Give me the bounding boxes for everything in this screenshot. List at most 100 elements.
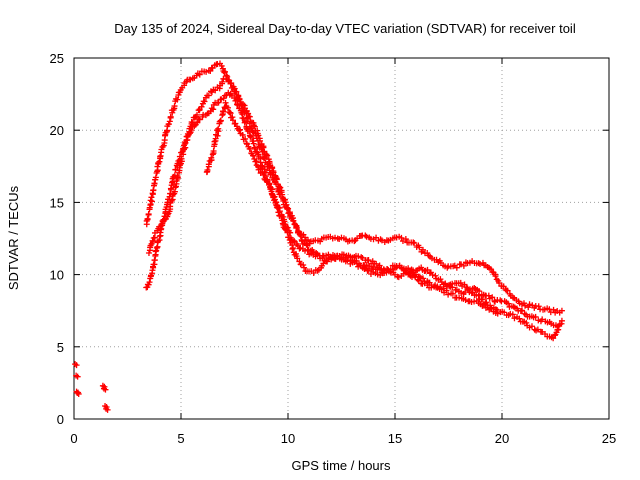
data-point	[148, 194, 155, 201]
y-tick-label: 10	[50, 268, 64, 283]
data-point	[497, 297, 504, 304]
data-point	[354, 260, 361, 267]
data-point	[153, 244, 160, 251]
data-point	[290, 244, 297, 251]
data-point	[351, 238, 358, 245]
data-point	[240, 115, 247, 122]
data-point	[216, 118, 223, 125]
data-point	[487, 305, 494, 312]
data-point	[257, 159, 264, 166]
data-point	[152, 174, 159, 181]
data-point	[539, 316, 546, 323]
data-point	[263, 151, 270, 158]
data-point	[414, 276, 421, 283]
data-point	[102, 386, 109, 393]
data-point	[260, 148, 267, 155]
data-point	[172, 184, 179, 191]
data-point	[273, 181, 280, 188]
data-point	[196, 116, 203, 123]
data-point	[446, 282, 453, 289]
data-point	[175, 157, 182, 164]
data-point	[528, 323, 535, 330]
data-point	[208, 154, 215, 161]
data-point	[250, 140, 257, 147]
data-point	[416, 244, 423, 251]
data-point	[188, 127, 195, 134]
data-point	[477, 261, 484, 268]
data-point	[365, 267, 372, 274]
data-point	[277, 184, 284, 191]
data-point	[485, 292, 492, 299]
data-point	[147, 197, 154, 204]
y-tick-label: 15	[50, 195, 64, 210]
data-point	[172, 166, 179, 173]
x-tick-label: 10	[281, 431, 295, 446]
x-tick-label: 15	[388, 431, 402, 446]
data-point	[212, 87, 219, 94]
data-point	[463, 284, 470, 291]
data-point	[471, 284, 478, 291]
data-point	[373, 260, 380, 267]
data-point	[304, 242, 311, 249]
data-point	[494, 310, 501, 317]
data-point	[535, 303, 542, 310]
data-series	[72, 60, 565, 413]
data-point	[479, 296, 486, 303]
data-point	[487, 266, 494, 273]
data-point	[248, 125, 255, 132]
data-point	[532, 313, 539, 320]
data-point	[196, 71, 203, 78]
data-point	[156, 158, 163, 165]
axis-ticks	[73, 57, 610, 420]
data-point	[228, 80, 235, 87]
data-point	[146, 279, 153, 286]
data-point	[151, 180, 158, 187]
data-point	[144, 215, 151, 222]
data-point	[504, 287, 511, 294]
data-point	[314, 267, 321, 274]
data-point	[462, 297, 469, 304]
y-tick-label: 20	[50, 123, 64, 138]
data-point	[204, 167, 211, 174]
data-point	[505, 300, 512, 307]
data-point	[172, 95, 179, 102]
data-point	[387, 266, 394, 273]
data-point	[289, 245, 296, 252]
data-point	[161, 213, 168, 220]
data-point	[168, 197, 175, 204]
data-point	[194, 119, 201, 126]
x-axis-label: GPS time / hours	[292, 458, 391, 473]
y-tick-label: 0	[57, 412, 64, 427]
data-point	[555, 326, 562, 333]
x-tick-label: 25	[602, 431, 616, 446]
data-point	[516, 315, 523, 322]
data-point	[239, 131, 246, 138]
series-track-3	[143, 89, 565, 342]
data-point	[195, 115, 202, 122]
data-point	[410, 239, 417, 246]
data-point	[419, 246, 426, 253]
data-point	[218, 62, 225, 69]
data-point	[260, 171, 267, 178]
data-point	[201, 98, 208, 105]
data-point	[281, 218, 288, 225]
data-point	[215, 99, 222, 106]
x-tick-labels: 0 5 10 15 20 25	[70, 431, 616, 446]
data-point	[294, 224, 301, 231]
data-point	[438, 286, 445, 293]
data-point	[519, 307, 526, 314]
y-tick-label: 25	[50, 51, 64, 66]
data-point	[145, 249, 152, 256]
data-point	[373, 234, 380, 241]
x-tick-label: 5	[177, 431, 184, 446]
data-point	[224, 104, 231, 111]
data-point	[475, 292, 482, 299]
data-point	[215, 125, 222, 132]
data-point	[166, 118, 173, 125]
y-axis-label: SDTVAR / TECUs	[6, 185, 21, 290]
data-point	[229, 117, 236, 124]
data-point	[523, 319, 530, 326]
data-point	[222, 99, 229, 106]
data-point	[214, 127, 221, 134]
